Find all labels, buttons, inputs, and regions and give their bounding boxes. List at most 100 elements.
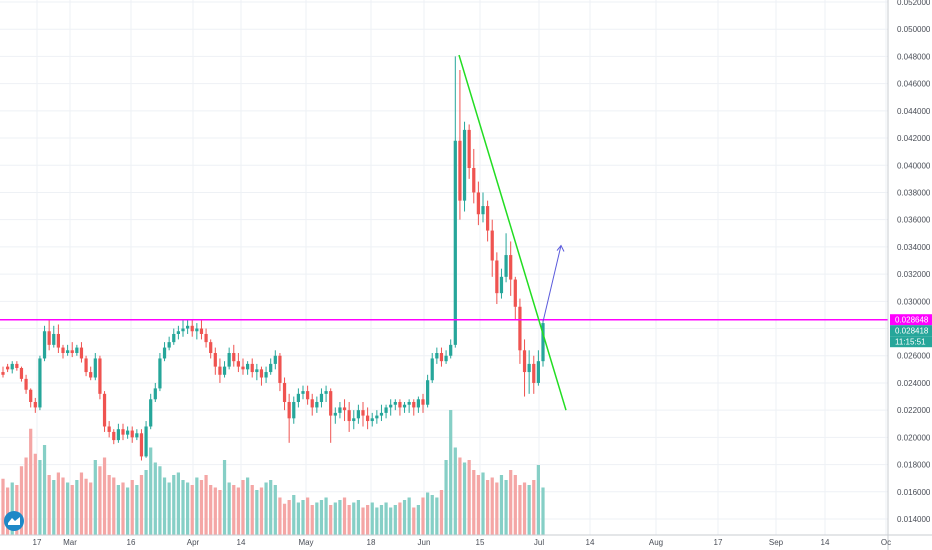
x-tick-label: Oc (881, 538, 891, 547)
volume-bar (361, 507, 365, 535)
chart-grid (0, 0, 888, 535)
candle-body (329, 391, 333, 416)
candle-body (310, 399, 314, 408)
y-tick-label: 0.016000 (897, 488, 931, 497)
candle-body (490, 230, 494, 261)
candle-body (407, 401, 411, 405)
candle-body (98, 358, 102, 394)
candle-body (56, 333, 60, 348)
candle-body (84, 358, 88, 373)
tradingview-logo-icon[interactable] (4, 511, 24, 531)
candle-body (75, 347, 79, 354)
volume-bar (153, 462, 157, 535)
candle-body (518, 306, 522, 351)
volume-bar (444, 460, 448, 535)
breakout-arrow[interactable] (542, 245, 562, 322)
candle-body (393, 401, 397, 405)
volume-bar (84, 478, 88, 535)
volume-bar (532, 480, 536, 535)
y-tick-label: 0.046000 (897, 80, 931, 89)
y-tick-label: 0.032000 (897, 270, 931, 279)
bar-countdown-label: 11:15:51 (895, 338, 926, 347)
candle-body (527, 363, 531, 373)
candle-body (296, 393, 300, 402)
volume-bar (269, 480, 273, 535)
volume-bar (398, 502, 402, 535)
candle-body (153, 388, 157, 400)
volume-bar (426, 492, 430, 535)
volume-bar (472, 470, 476, 535)
candle-body (204, 333, 208, 343)
volume-bar (19, 466, 24, 535)
volume-bar (287, 500, 291, 535)
candle-body (102, 393, 107, 427)
time-axis[interactable]: 17 Mar 16 Apr 14 May 18 Jun 15 Jul 14 Aug 17 Sep 14 Oc (0, 534, 932, 547)
volume-bar (181, 480, 185, 535)
volume-bar (310, 505, 314, 535)
volume-bar (338, 500, 342, 535)
descending-trendline[interactable] (458, 54, 567, 411)
candle-body (278, 355, 282, 383)
last-price-label-bg (890, 325, 932, 337)
volume-bar (347, 505, 351, 535)
volume-bar (250, 485, 254, 535)
volume-bar (379, 505, 384, 535)
price-axis[interactable]: 0.052000 0.050000 0.048000 0.046000 0.044000… (887, 0, 931, 550)
volume-bar (518, 485, 522, 535)
drawings-layer[interactable] (0, 54, 888, 411)
candle-body (47, 331, 51, 345)
candle-body (232, 353, 236, 362)
y-tick-label: 0.036000 (897, 216, 931, 225)
volume-bar (402, 500, 407, 535)
candle-body (536, 361, 540, 383)
candle-body (439, 353, 444, 362)
candle-body (93, 358, 97, 378)
volume-bar (430, 495, 434, 535)
volume-bar (527, 485, 531, 535)
volume-bar (186, 482, 190, 535)
candle-body (435, 353, 439, 359)
candle-body (342, 407, 347, 411)
candle-body (66, 350, 70, 354)
candle-body (227, 353, 231, 367)
x-tick-label: 15 (476, 538, 485, 547)
y-tick-label: 0.022000 (897, 406, 931, 415)
volume-bar (342, 497, 347, 535)
volume-bar (15, 485, 19, 535)
candle-body (301, 391, 305, 394)
volume-bar (282, 503, 287, 535)
candle-body (352, 418, 356, 422)
x-tick-label: Sep (769, 538, 784, 547)
volume-bar (227, 482, 231, 535)
candle-body (324, 391, 328, 394)
volume-bar (329, 505, 333, 535)
volume-bar (52, 480, 56, 535)
candle-body (144, 426, 148, 457)
candle-body (458, 140, 462, 201)
volume-bar (541, 487, 545, 535)
volume-bar (255, 490, 259, 535)
candle-body (384, 407, 388, 413)
candle-body (190, 325, 194, 332)
candle-body (236, 361, 240, 367)
candle-body (52, 333, 56, 345)
candle-body (89, 372, 93, 378)
candle-body (10, 363, 14, 370)
candle-body (421, 399, 425, 405)
candle-body (246, 363, 250, 370)
y-tick-label: 0.040000 (897, 161, 931, 170)
volume-bar (176, 472, 180, 535)
volume-bar (10, 482, 14, 535)
volume-bar (375, 507, 379, 535)
volume-bar (458, 457, 462, 535)
candle-body (112, 431, 116, 441)
y-tick-label: 0.052000 (897, 0, 931, 7)
volume-bar (102, 457, 107, 535)
volume-bar (453, 447, 457, 535)
candle-body (158, 358, 162, 389)
x-tick-label: Apr (187, 538, 200, 547)
volume-bar (70, 485, 74, 535)
candle-body (449, 344, 453, 356)
candle-body (532, 363, 536, 383)
